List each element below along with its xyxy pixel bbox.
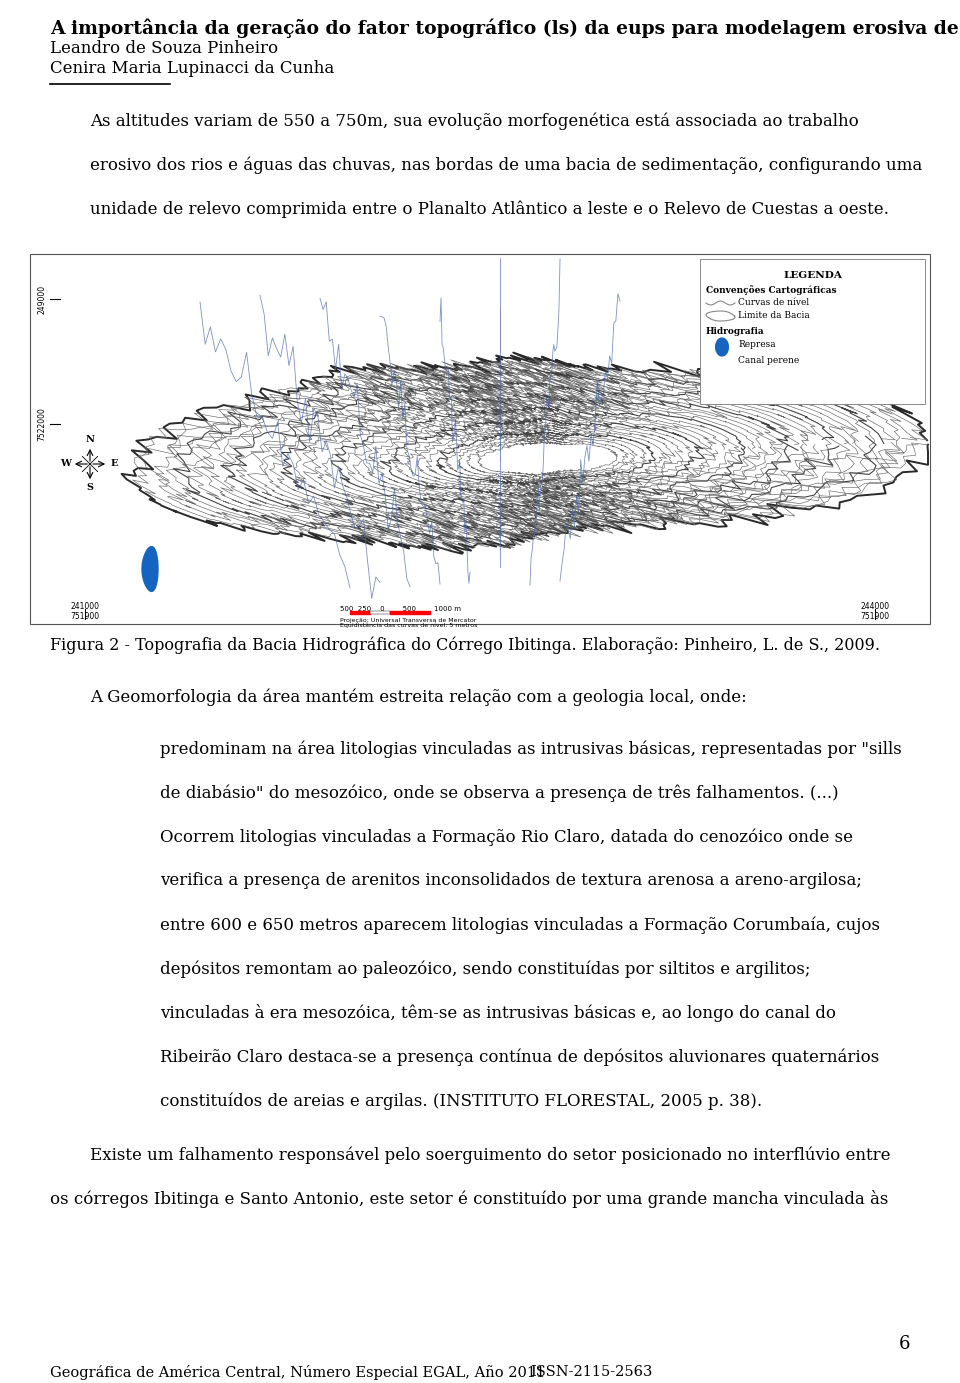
Text: A importância da geração do fator topográfico (ls) da eups para modelagem erosiv: A importância da geração do fator topogr… <box>50 18 960 37</box>
Text: 751900: 751900 <box>70 613 100 621</box>
Text: 249000: 249000 <box>37 285 46 314</box>
Text: erosivo dos rios e águas das chuvas, nas bordas de uma bacia de sedimentação, co: erosivo dos rios e águas das chuvas, nas… <box>90 156 923 173</box>
Text: Curvas de nível: Curvas de nível <box>738 297 809 307</box>
Polygon shape <box>716 337 729 355</box>
Text: 500  250    0        500        1000 m: 500 250 0 500 1000 m <box>340 606 461 613</box>
Text: ISSN-2115-2563: ISSN-2115-2563 <box>530 1365 653 1379</box>
Text: E: E <box>110 459 118 469</box>
Text: Cenira Maria Lupinacci da Cunha: Cenira Maria Lupinacci da Cunha <box>50 59 334 77</box>
Text: Leandro de Souza Pinheiro: Leandro de Souza Pinheiro <box>50 40 278 57</box>
Text: Ocorrem litologias vinculadas a Formação Rio Claro, datada do cenozóico onde se: Ocorrem litologias vinculadas a Formação… <box>160 828 853 845</box>
Text: depósitos remontam ao paleozóico, sendo constituídas por siltitos e argilitos;: depósitos remontam ao paleozóico, sendo … <box>160 960 810 978</box>
Text: entre 600 e 650 metros aparecem litologias vinculadas a Formação Corumbaía, cujo: entre 600 e 650 metros aparecem litologi… <box>160 916 880 934</box>
Text: verifica a presença de arenitos inconsolidados de textura arenosa a areno-argilo: verifica a presença de arenitos inconsol… <box>160 873 862 889</box>
Text: N: N <box>85 436 94 444</box>
Text: Represa: Represa <box>738 340 776 349</box>
Text: Canal perene: Canal perene <box>738 355 800 365</box>
Text: Equidistância das curvas de nível: 5 metros: Equidistância das curvas de nível: 5 met… <box>340 622 477 628</box>
Text: de diabásio" do mesozóico, onde se observa a presença de três falhamentos. (...): de diabásio" do mesozóico, onde se obser… <box>160 784 839 802</box>
Text: Convenções Cartográficas: Convenções Cartográficas <box>706 285 836 295</box>
Bar <box>700 259 925 404</box>
Text: Geográfica de América Central, Número Especial EGAL, Año 2011: Geográfica de América Central, Número Es… <box>50 1365 545 1380</box>
Text: constituídos de areias e argilas. (INSTITUTO FLORESTAL, 2005 p. 38).: constituídos de areias e argilas. (INSTI… <box>160 1093 762 1109</box>
Text: Projeção: Universal Transversa de Mercator: Projeção: Universal Transversa de Mercat… <box>340 618 476 622</box>
Text: 751900: 751900 <box>860 613 890 621</box>
Text: Existe um falhamento responsável pelo soerguimento do setor posicionado no inter: Existe um falhamento responsável pelo so… <box>90 1147 891 1163</box>
Polygon shape <box>142 546 158 592</box>
Text: W: W <box>60 459 71 469</box>
Text: 7522000: 7522000 <box>37 407 46 441</box>
Text: vinculadas à era mesozóica, têm-se as intrusivas básicas e, ao longo do canal do: vinculadas à era mesozóica, têm-se as in… <box>160 1004 836 1022</box>
Text: Limite da Bacia: Limite da Bacia <box>738 311 809 319</box>
Bar <box>30 254 930 624</box>
Text: unidade de relevo comprimida entre o Planalto Atlântico a leste e o Relevo de Cu: unidade de relevo comprimida entre o Pla… <box>90 201 889 217</box>
Text: A Geomorfologia da área mantém estreita relação com a geologia local, onde:: A Geomorfologia da área mantém estreita … <box>90 687 747 705</box>
Text: 244000: 244000 <box>860 602 890 611</box>
Text: 6: 6 <box>899 1335 910 1353</box>
Text: Figura 2 - Topografia da Bacia Hidrográfica do Córrego Ibitinga. Elaboração: Pin: Figura 2 - Topografia da Bacia Hidrográf… <box>50 636 880 654</box>
Text: LEGENDA: LEGENDA <box>783 271 842 279</box>
Text: As altitudes variam de 550 a 750m, sua evolução morfogenética está associada ao : As altitudes variam de 550 a 750m, sua e… <box>90 112 859 130</box>
Text: os córregos Ibitinga e Santo Antonio, este setor é constituído por uma grande ma: os córregos Ibitinga e Santo Antonio, es… <box>50 1189 888 1207</box>
Text: predominam na área litologias vinculadas as intrusivas básicas, representadas po: predominam na área litologias vinculadas… <box>160 740 901 758</box>
Text: Hidrografia: Hidrografia <box>706 326 764 336</box>
Text: S: S <box>86 484 93 492</box>
Text: 241000: 241000 <box>70 602 100 611</box>
Text: Ribeirão Claro destaca-se a presença contínua de depósitos aluvionares quaternár: Ribeirão Claro destaca-se a presença con… <box>160 1048 879 1065</box>
